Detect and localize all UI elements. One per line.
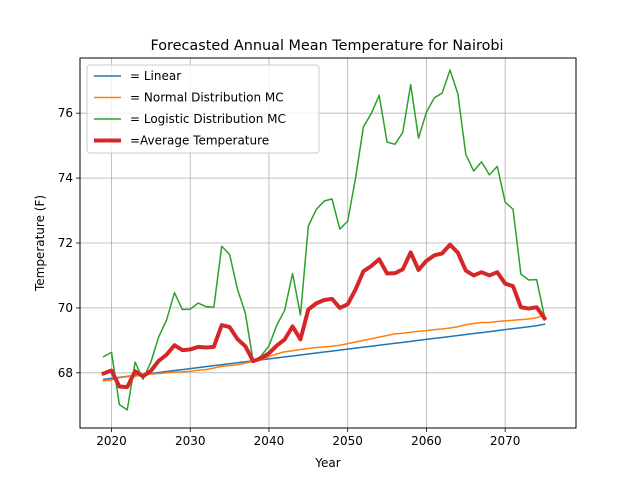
x-tick-label: 2060	[411, 434, 442, 448]
y-tick-label: 76	[58, 106, 73, 120]
y-tick-label: 70	[58, 301, 73, 315]
x-axis-ticks: 2020 2030 2040 2050 2060 2070	[96, 428, 520, 448]
y-tick-label: 74	[58, 171, 73, 185]
series-line-0	[102, 323, 546, 381]
y-axis-label: Temperature (F)	[33, 195, 47, 292]
x-tick-label: 2030	[175, 434, 206, 448]
legend-entry: = Linear	[130, 69, 181, 83]
y-axis-ticks: 68 70 72 74 76	[58, 106, 80, 380]
series-line-1	[102, 314, 546, 382]
x-tick-label: 2070	[490, 434, 521, 448]
legend-entry: = Normal Distribution MC	[130, 91, 284, 105]
series-lines	[101, 69, 548, 411]
series-line-2	[102, 69, 546, 411]
series-line-3	[101, 242, 548, 390]
legend: = Linear = Normal Distribution MC = Logi…	[86, 64, 320, 154]
x-axis-label: Year	[314, 456, 340, 470]
x-tick-label: 2020	[96, 434, 127, 448]
x-tick-label: 2040	[254, 434, 285, 448]
y-tick-label: 72	[58, 236, 73, 250]
legend-box	[86, 64, 320, 154]
chart-title: Forecasted Annual Mean Temperature for N…	[150, 38, 503, 54]
legend-entry: =Average Temperature	[130, 134, 269, 148]
legend-entry: = Logistic Distribution MC	[130, 112, 286, 126]
x-tick-label: 2050	[332, 434, 363, 448]
y-tick-label: 68	[58, 366, 73, 380]
